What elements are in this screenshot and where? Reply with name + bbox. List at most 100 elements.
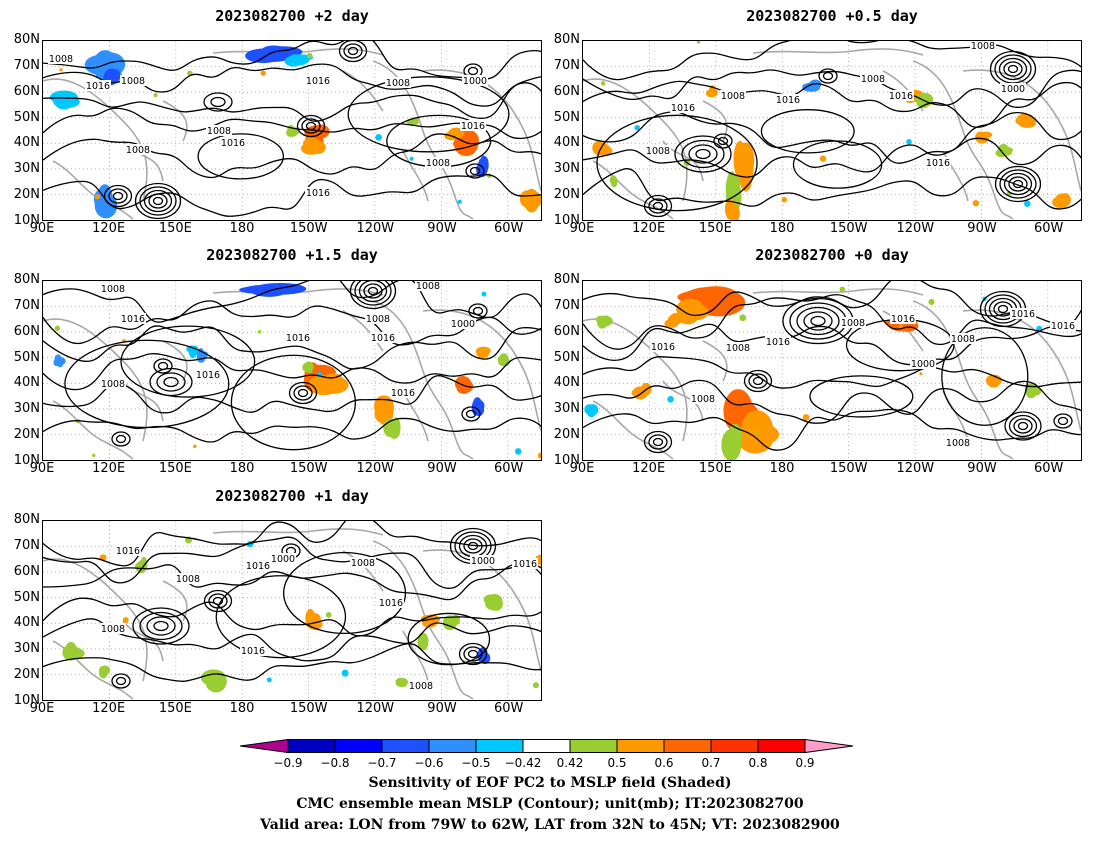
lat-tick-label: 10N — [13, 453, 40, 468]
lat-tick-label: 10N — [553, 453, 580, 468]
shade-speck — [667, 396, 674, 403]
lon-tick-label: 90W — [967, 461, 997, 476]
shade-speck — [696, 41, 701, 44]
contour-label: 1016 — [766, 337, 790, 348]
shade-speck — [59, 68, 63, 72]
pressure-center-ring — [305, 121, 317, 131]
pressure-center-ring — [347, 46, 359, 56]
pressure-center-ring — [743, 369, 773, 393]
colorbar-tick-label: 0.42 — [556, 756, 584, 770]
contour-line — [43, 597, 541, 637]
contour-label: 1016 — [286, 333, 310, 344]
pressure-center-ring — [1004, 411, 1042, 441]
pressure-center-ring — [643, 194, 673, 218]
contour-label: 1008 — [691, 394, 715, 405]
contour-label: 1016 — [1011, 309, 1035, 320]
pressure-center-ring — [134, 182, 182, 220]
lon-tick-label: 90W — [967, 221, 997, 236]
pressure-center-ring — [111, 431, 131, 447]
contour-line — [43, 618, 541, 662]
shade-speck — [819, 155, 827, 162]
contour-label-bg — [195, 369, 221, 380]
shade-speck — [906, 138, 912, 145]
shade-patch — [109, 71, 121, 82]
lon-tick-label: 90E — [569, 221, 595, 236]
panel-title-p5: 2023082700 +1 day — [215, 487, 369, 505]
contour-label: 1008 — [386, 78, 410, 89]
lat-tick-label: 50N — [13, 349, 40, 365]
shade-patch — [409, 120, 419, 125]
shade-speck — [634, 124, 640, 131]
shade-speck — [839, 286, 846, 293]
contour-line — [43, 521, 541, 567]
shade-speck — [266, 677, 272, 683]
contour-loop — [792, 140, 883, 189]
caption-line-3: Valid area: LON from 79W to 62W, LAT fro… — [260, 817, 840, 833]
shade-patch — [1026, 386, 1036, 398]
contour-label-bg — [390, 387, 416, 398]
contour-label: 1016 — [371, 333, 395, 344]
shade-speck — [514, 448, 522, 455]
pressure-center-ring — [343, 43, 363, 59]
coast-path — [162, 100, 188, 142]
pressure-center-ring — [157, 361, 169, 371]
panel-title-p4: 2023082700 +0 day — [755, 246, 909, 264]
lat-tick-label: 80N — [553, 32, 580, 47]
lat-tick-label: 20N — [13, 187, 40, 203]
contour-loop — [282, 551, 407, 635]
coast-path — [372, 300, 474, 460]
shade-patch — [724, 198, 737, 219]
pressure-center-ring — [469, 166, 481, 176]
shade-speck — [325, 612, 332, 618]
pressure-center-ring — [810, 315, 826, 327]
lon-tick-label: 120W — [356, 221, 395, 236]
lon-tick-label: 120E — [632, 221, 666, 236]
map-svg-p4: 1016 1008 1008 1016 1008 1016 1000 1016 1008 1016… — [583, 281, 1081, 460]
lon-tick-label: 180 — [229, 461, 255, 476]
lon-tick-label: 150W — [289, 221, 328, 236]
pressure-center-ring — [1013, 418, 1033, 434]
contour-label: 1000 — [911, 359, 935, 370]
contour-label: 1016 — [379, 598, 403, 609]
pressure-center-ring — [674, 135, 732, 173]
lon-tick-label: 60W — [493, 461, 524, 476]
contour-loop — [64, 339, 230, 429]
pressure-center-ring — [297, 388, 309, 398]
pressure-center-ring — [643, 430, 673, 454]
lon-tick-label: 150W — [829, 461, 868, 476]
shade-patch — [304, 137, 317, 153]
contour-label: 1008 — [351, 558, 375, 569]
panel-title-p3: 2023082700 +1.5 day — [206, 246, 378, 264]
pressure-center-ring — [146, 616, 176, 636]
shade-patch — [286, 128, 296, 138]
lon-tick-label: 60W — [1033, 221, 1064, 236]
shade-patch — [418, 632, 427, 645]
pressure-center-ring — [748, 373, 768, 389]
lon-tick-label: 120E — [92, 701, 126, 716]
contour-label-bg — [220, 137, 246, 148]
shade-patch — [601, 315, 611, 327]
contour-line — [583, 137, 1081, 178]
contour-loop — [230, 354, 357, 451]
lat-tick-label: 20N — [553, 187, 580, 203]
contour-line — [43, 536, 541, 590]
coast-path — [162, 340, 188, 382]
lat-tick-label: 20N — [13, 427, 40, 443]
shade-speck — [54, 325, 61, 332]
shade-patch — [610, 177, 618, 188]
contour-label-bg — [1050, 320, 1076, 331]
pressure-center-ring — [363, 283, 383, 299]
lat-tick-label: 10N — [553, 213, 580, 228]
contour-label: 1008 — [101, 379, 125, 390]
shade-speck — [317, 624, 321, 628]
sensitivity-shading — [584, 286, 1043, 460]
contour-label-bg — [470, 555, 496, 566]
lon-tick-label: 180 — [229, 701, 255, 716]
contour-label: 1000 — [463, 76, 487, 87]
shade-speck — [928, 298, 935, 306]
shade-speck — [739, 314, 747, 322]
contour-label: 1008 — [841, 318, 865, 329]
pressure-center-ring — [822, 71, 834, 81]
contour-label-bg — [945, 437, 971, 448]
contour-label-bg — [720, 90, 746, 101]
